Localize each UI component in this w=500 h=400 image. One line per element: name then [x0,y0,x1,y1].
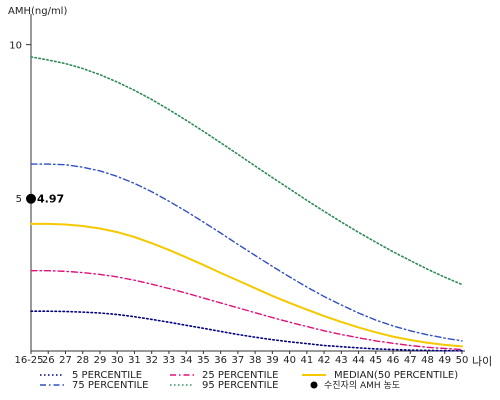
x-tick-label: 44 [352,355,365,366]
x-tick-label: 36 [214,355,227,366]
x-tick-label: 33 [163,355,176,366]
patient-amh-value-label: 4.97 [37,193,64,206]
legend-label: MEDIAN(50 PERCENTILE) [334,370,458,381]
x-tick-label: 27 [59,355,72,366]
x-tick-label: 26 [42,355,55,366]
x-tick-label: 40 [283,355,296,366]
legend-label: 95 PERCENTILE [202,380,278,391]
x-tick-label: 31 [128,355,141,366]
x-tick-label: 47 [404,355,417,366]
x-tick-label: 42 [318,355,331,366]
x-tick-label: 29 [94,355,107,366]
legend-label: 25 PERCENTILE [202,370,278,381]
y-ticks: 5 10 [9,41,31,205]
x-tick-label: 32 [145,355,158,366]
series-lines [30,56,463,352]
x-tick-label: 43 [335,355,348,366]
series-line-median-50-percentile [30,222,463,348]
x-tick-label: 39 [266,355,279,366]
series-line-5-percentile [30,310,463,352]
x-tick-label: 37 [232,355,245,366]
legend-item: MEDIAN(50 PERCENTILE) [302,370,458,381]
x-tick-label: 46 [387,355,400,366]
patient-amh-marker [26,193,36,204]
legend-item: 95 PERCENTILE [170,380,278,391]
x-tick-label: 34 [180,355,193,366]
x-tick-label: 16-25 [14,355,43,366]
x-tick-label: 35 [197,355,210,366]
legend-label: 5 PERCENTILE [72,370,142,381]
legend-item: 수진자의 AMH 농도 [310,380,400,391]
series-line-75-percentile [30,163,463,342]
x-tick-label: 50 [456,355,469,366]
series-line-95-percentile [30,56,463,286]
x-tick-label: 48 [421,355,434,366]
legend: 5 PERCENTILE 25 PERCENTILE MEDIAN(50 PERCE… [40,370,458,391]
series-line-25-percentile [30,270,463,351]
legend-item: 5 PERCENTILE [40,370,142,381]
legend-item: 75 PERCENTILE [40,380,148,391]
y-tick-label: 10 [9,41,22,52]
x-axis-title: 나이 [472,355,492,368]
marker-layer: 4.97 [26,193,64,206]
legend-label: 75 PERCENTILE [72,380,148,391]
x-tick-label: 28 [76,355,89,366]
x-tick-label: 45 [369,355,382,366]
x-tick-label: 38 [249,355,262,366]
legend-label: 수진자의 AMH 농도 [324,380,400,391]
x-tick-label: 30 [111,355,124,366]
y-tick-label: 5 [16,194,22,205]
legend-marker-swatch [310,381,318,389]
y-axis-title: AMH(ng/ml) [8,6,67,17]
x-tick-label: 49 [438,355,451,366]
legend-item: 25 PERCENTILE [170,370,278,381]
x-tick-label: 41 [300,355,313,366]
